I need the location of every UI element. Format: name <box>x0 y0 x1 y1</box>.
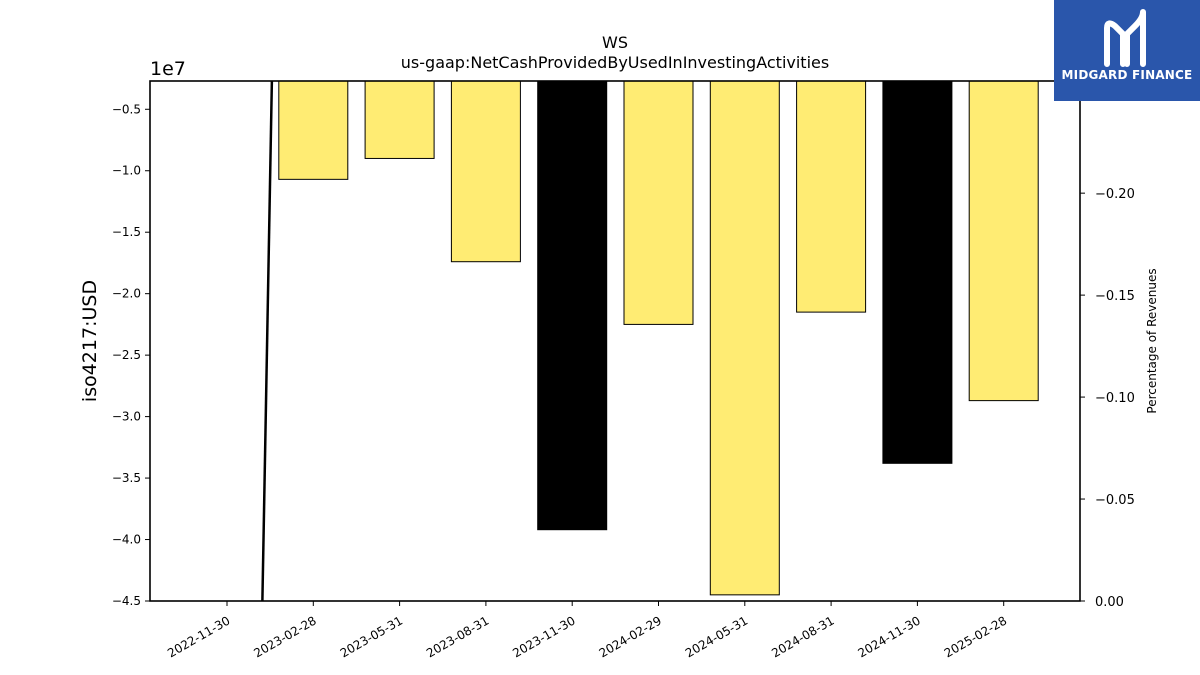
x-tick-label: 2023-11-30 <box>510 613 577 660</box>
x-tick-label: 2024-02-29 <box>597 613 664 660</box>
y2-tick-label: −0.05 <box>1095 493 1135 508</box>
y2-tick-label: −0.10 <box>1095 391 1135 406</box>
bar-2024-05-31 <box>709 80 780 596</box>
x-tick-label: 2024-11-30 <box>855 613 922 660</box>
y-tick-label: −2.5 <box>112 348 141 362</box>
x-tick-label: 2024-05-31 <box>683 613 750 660</box>
bar-2023-05-31 <box>364 80 435 159</box>
bar-2024-02-29 <box>623 80 694 325</box>
y2-axis-label: Percentage of Revenues <box>1145 268 1159 413</box>
line-layer <box>261 80 274 602</box>
bar-2024-11-30 <box>882 80 953 464</box>
y-tick-label: −4.0 <box>112 533 141 547</box>
plot-frame <box>149 80 1081 602</box>
chart-subtitle: us-gaap:NetCashProvidedByUsedInInvesting… <box>401 53 829 72</box>
x-tick-label: 2025-02-28 <box>942 613 1009 660</box>
x-tick-label: 2023-05-31 <box>338 613 405 660</box>
x-tick-label: 2023-08-31 <box>424 613 491 660</box>
brand-logo: MIDGARD FINANCE <box>1054 0 1200 101</box>
y-offset-label: 1e7 <box>150 58 186 80</box>
y2-tick-label: −0.20 <box>1095 187 1135 202</box>
chart-title: WS <box>602 33 628 52</box>
revenue-ratio-line <box>261 80 274 602</box>
y2-tick-label: 0.00 <box>1095 595 1124 610</box>
y-tick-label: −2.0 <box>112 287 141 301</box>
bar-2023-02-28 <box>278 80 349 180</box>
x-tick-label: 2023-02-28 <box>251 613 318 660</box>
y-tick-label: −4.5 <box>112 594 141 608</box>
bars-group <box>278 80 1039 596</box>
y-tick-label: −1.5 <box>112 225 141 239</box>
x-tick-label: 2022-11-30 <box>165 613 232 660</box>
bar-2023-08-31 <box>450 80 521 263</box>
bar-2024-08-31 <box>796 80 867 313</box>
y-tick-label: −3.5 <box>112 471 141 485</box>
y2-tick-label: −0.15 <box>1095 289 1135 304</box>
x-tick-label: 2024-08-31 <box>769 613 836 660</box>
y-axis-label: iso4217:USD <box>79 280 101 402</box>
y-tick-label: −0.5 <box>112 102 141 116</box>
y-tick-label: −1.0 <box>112 164 141 178</box>
y-tick-label: −3.0 <box>112 410 141 424</box>
brand-name: MIDGARD FINANCE <box>1061 68 1193 82</box>
logo-icon <box>1104 9 1146 67</box>
bar-2025-02-28 <box>968 80 1039 402</box>
bar-2023-11-30 <box>537 80 608 531</box>
